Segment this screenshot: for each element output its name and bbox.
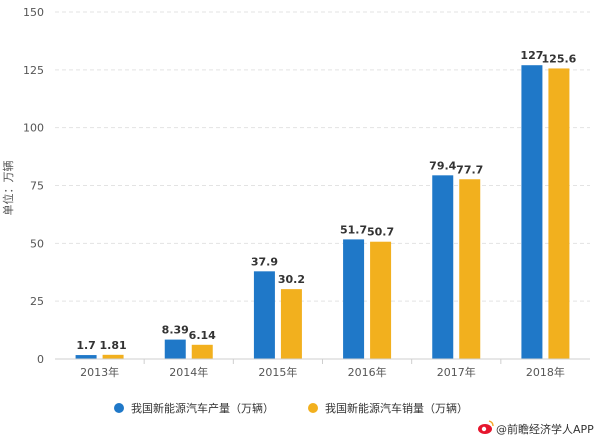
bar-sales — [102, 354, 124, 359]
legend-label-production: 我国新能源汽车产量（万辆） — [131, 401, 274, 415]
legend-marker-sales — [308, 403, 318, 413]
y-tick-label: 0 — [37, 353, 44, 366]
x-tick-label: 2015年 — [258, 365, 297, 379]
legend-item-production[interactable]: 我国新能源汽车产量（万辆） — [114, 401, 274, 415]
y-tick-label: 25 — [30, 295, 44, 308]
bar-production — [253, 271, 275, 359]
bar-sales — [280, 289, 302, 359]
weibo-icon — [478, 420, 494, 434]
bar-sales — [370, 241, 392, 359]
bar-production — [164, 339, 186, 359]
data-label-production: 51.7 — [340, 223, 367, 236]
y-tick-label: 100 — [23, 122, 44, 135]
bar-production — [521, 65, 543, 359]
data-label-production: 127 — [520, 49, 543, 62]
data-label-production: 37.9 — [251, 255, 278, 268]
x-tick-label: 2017年 — [437, 365, 476, 379]
bar-sales — [459, 179, 481, 359]
data-label-sales: 77.7 — [456, 163, 483, 176]
data-label-sales: 125.6 — [542, 52, 577, 65]
y-tick-label: 50 — [30, 237, 44, 250]
legend-item-sales[interactable]: 我国新能源汽车销量（万辆） — [308, 401, 468, 415]
x-tick-label: 2014年 — [169, 365, 208, 379]
data-label-production: 8.39 — [162, 324, 189, 337]
gridlines — [55, 11, 590, 302]
y-tick-label: 150 — [23, 6, 44, 19]
data-label-sales: 30.2 — [278, 273, 305, 286]
bars — [75, 65, 570, 359]
footer-credit: @前瞻经济学人APP — [478, 420, 594, 436]
bar-sales — [191, 344, 213, 359]
y-tick-label: 75 — [30, 180, 44, 193]
data-label-sales: 1.81 — [100, 339, 127, 352]
y-axis-label: 单位：万辆 — [1, 161, 15, 216]
legend: 我国新能源汽车产量（万辆） 我国新能源汽车销量（万辆） — [114, 401, 468, 415]
y-tick-label: 125 — [23, 64, 44, 77]
x-tick-label: 2018年 — [526, 365, 565, 379]
data-label-sales: 6.14 — [189, 329, 216, 342]
data-label-production: 1.7 — [76, 339, 96, 352]
bar-production — [343, 239, 365, 359]
legend-label-sales: 我国新能源汽车销量（万辆） — [325, 401, 468, 415]
footer-text: @前瞻经济学人APP — [496, 422, 594, 436]
x-axis-ticks: 2013年 2014年 2015年 2016年 2017年 2018年 — [80, 359, 565, 379]
legend-marker-production — [114, 403, 124, 413]
y-axis-ticks: 0 25 50 75 100 125 150 — [23, 6, 44, 366]
x-tick-label: 2013年 — [80, 365, 119, 379]
data-labels: 1.7 1.81 8.39 6.14 37.930.2 51.7 50.7 79.4 77.7 1… — [76, 49, 576, 352]
data-label-production: 79.4 — [429, 159, 456, 172]
bar-production — [432, 175, 454, 359]
bar-production — [75, 355, 97, 359]
data-label-sales: 50.7 — [367, 226, 394, 239]
bar-sales — [548, 68, 570, 359]
x-tick-label: 2016年 — [348, 365, 387, 379]
